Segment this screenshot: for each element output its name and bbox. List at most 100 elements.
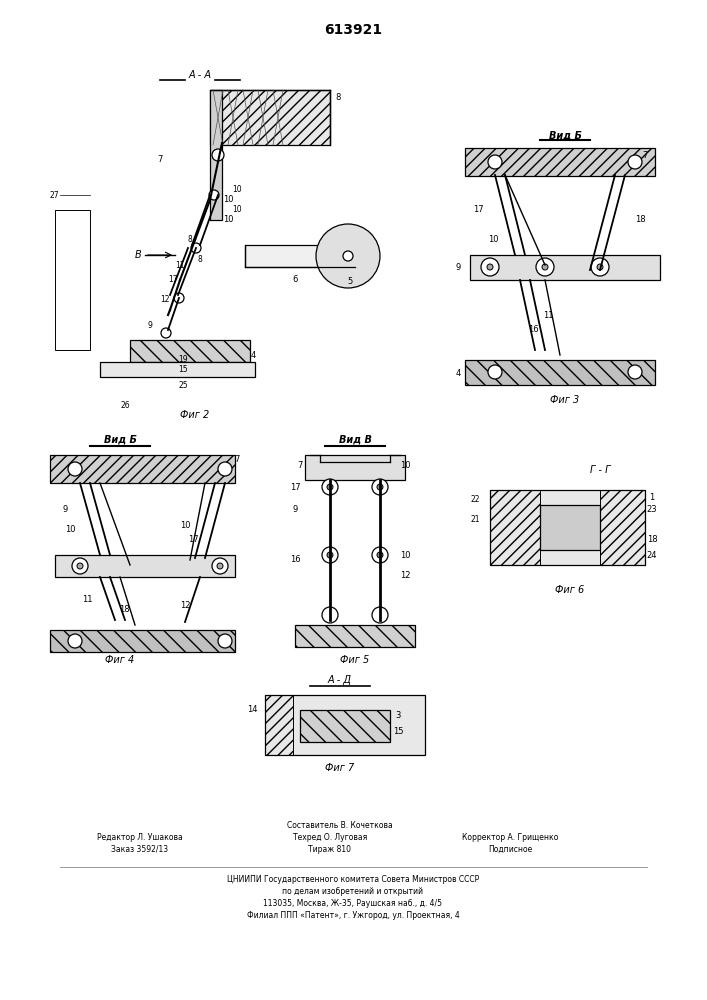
Bar bbox=[300, 710, 390, 742]
Circle shape bbox=[191, 243, 201, 253]
Text: 18: 18 bbox=[119, 605, 129, 614]
Circle shape bbox=[487, 264, 493, 270]
Circle shape bbox=[68, 462, 82, 476]
Text: 8: 8 bbox=[335, 94, 341, 103]
Text: 7: 7 bbox=[298, 460, 303, 470]
Circle shape bbox=[488, 155, 502, 169]
Text: 26: 26 bbox=[120, 400, 130, 410]
Circle shape bbox=[628, 155, 642, 169]
Text: 16: 16 bbox=[527, 326, 538, 334]
Circle shape bbox=[212, 149, 224, 161]
Text: 10: 10 bbox=[180, 520, 190, 530]
Text: 17: 17 bbox=[187, 536, 198, 544]
Text: 10: 10 bbox=[399, 460, 410, 470]
Bar bbox=[55, 555, 235, 577]
Circle shape bbox=[542, 264, 548, 270]
Circle shape bbox=[209, 190, 219, 200]
Text: А - Д: А - Д bbox=[328, 675, 352, 685]
Text: 10: 10 bbox=[223, 216, 233, 225]
Circle shape bbox=[322, 607, 338, 623]
Bar bbox=[55, 210, 90, 350]
Circle shape bbox=[377, 552, 383, 558]
Circle shape bbox=[591, 258, 609, 276]
Text: Г - Г: Г - Г bbox=[590, 465, 610, 475]
Bar bbox=[490, 490, 645, 565]
Text: 4: 4 bbox=[250, 351, 256, 360]
Text: Вид Б: Вид Б bbox=[103, 435, 136, 445]
Text: 10: 10 bbox=[488, 235, 498, 244]
Text: ЦНИИПИ Государственного комитета Совета Министров СССР: ЦНИИПИ Государственного комитета Совета … bbox=[227, 874, 479, 884]
Text: 10: 10 bbox=[399, 550, 410, 560]
Circle shape bbox=[72, 558, 88, 574]
Text: 15: 15 bbox=[178, 365, 188, 374]
Circle shape bbox=[327, 484, 333, 490]
Text: 613921: 613921 bbox=[324, 23, 382, 37]
Text: 7: 7 bbox=[158, 155, 163, 164]
Text: 9: 9 bbox=[148, 320, 153, 330]
Bar bbox=[245, 245, 355, 267]
Circle shape bbox=[174, 293, 184, 303]
Text: Фиг 5: Фиг 5 bbox=[340, 655, 370, 665]
Bar bbox=[465, 148, 655, 176]
Text: Фиг 7: Фиг 7 bbox=[325, 763, 355, 773]
Text: Вид Б: Вид Б bbox=[549, 130, 581, 140]
Circle shape bbox=[217, 563, 223, 569]
Text: 10: 10 bbox=[65, 526, 75, 534]
Bar bbox=[50, 455, 235, 483]
Bar bbox=[265, 695, 293, 755]
Text: 11: 11 bbox=[175, 260, 185, 269]
Circle shape bbox=[212, 558, 228, 574]
Text: 7: 7 bbox=[234, 456, 240, 464]
Circle shape bbox=[597, 264, 603, 270]
Text: по делам изобретений и открытий: по делам изобретений и открытий bbox=[283, 886, 423, 896]
Text: 9: 9 bbox=[62, 506, 68, 514]
Text: 16: 16 bbox=[290, 556, 300, 564]
Text: 14: 14 bbox=[247, 706, 258, 714]
Text: Фиг 3: Фиг 3 bbox=[550, 395, 580, 405]
Text: 11: 11 bbox=[543, 310, 554, 320]
Text: 10: 10 bbox=[232, 186, 242, 194]
Bar bbox=[50, 630, 235, 652]
Text: 4: 4 bbox=[455, 368, 461, 377]
Text: А - А: А - А bbox=[189, 70, 211, 80]
Bar bbox=[210, 90, 222, 220]
Text: 8: 8 bbox=[198, 255, 202, 264]
Text: 10: 10 bbox=[232, 206, 242, 215]
Text: Филиал ППП «Патент», г. Ужгород, ул. Проектная, 4: Филиал ППП «Патент», г. Ужгород, ул. Про… bbox=[247, 910, 460, 920]
Text: 9: 9 bbox=[293, 506, 298, 514]
Bar bbox=[470, 255, 660, 280]
Text: 17: 17 bbox=[290, 484, 300, 492]
Text: 15: 15 bbox=[393, 728, 403, 736]
Text: 27: 27 bbox=[50, 190, 59, 200]
Text: 8: 8 bbox=[188, 235, 193, 244]
Bar bbox=[540, 505, 600, 550]
Text: 12: 12 bbox=[180, 600, 190, 609]
Circle shape bbox=[372, 607, 388, 623]
Text: Редактор Л. Ушакова: Редактор Л. Ушакова bbox=[97, 832, 183, 842]
Text: 12: 12 bbox=[399, 570, 410, 580]
Bar bbox=[130, 340, 250, 362]
Text: 1: 1 bbox=[649, 492, 655, 502]
Text: Вид В: Вид В bbox=[339, 435, 371, 445]
Text: 24: 24 bbox=[647, 550, 658, 560]
Text: 25: 25 bbox=[178, 380, 188, 389]
Text: 17: 17 bbox=[168, 275, 177, 284]
Text: 22: 22 bbox=[470, 495, 480, 504]
Circle shape bbox=[161, 328, 171, 338]
Text: 5: 5 bbox=[347, 277, 353, 286]
Bar bbox=[490, 490, 540, 565]
Text: Фиг 4: Фиг 4 bbox=[105, 655, 134, 665]
Bar bbox=[305, 455, 405, 480]
Text: 17: 17 bbox=[473, 206, 484, 215]
Text: Фиг 6: Фиг 6 bbox=[556, 585, 585, 595]
Text: Фиг 2: Фиг 2 bbox=[180, 410, 209, 420]
Text: 9: 9 bbox=[455, 263, 461, 272]
Circle shape bbox=[322, 479, 338, 495]
Circle shape bbox=[68, 634, 82, 648]
Circle shape bbox=[327, 552, 333, 558]
Text: Техред О. Луговая: Техред О. Луговая bbox=[293, 832, 367, 842]
Text: 10: 10 bbox=[223, 196, 233, 205]
Text: 18: 18 bbox=[635, 216, 645, 225]
Circle shape bbox=[377, 484, 383, 490]
Circle shape bbox=[77, 563, 83, 569]
